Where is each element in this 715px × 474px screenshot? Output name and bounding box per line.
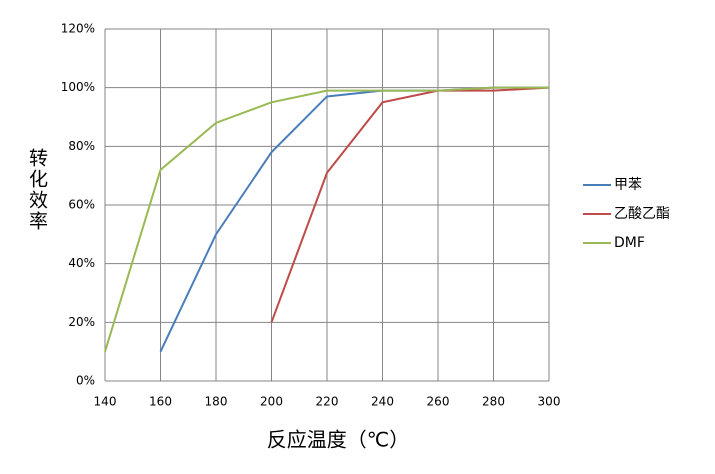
x-tick-label: 180 — [205, 395, 228, 409]
x-tick-label: 200 — [260, 395, 283, 409]
x-tick-label: 280 — [482, 395, 505, 409]
x-axis-label: 反应温度（℃） — [267, 428, 409, 452]
legend-label: 乙酸乙酯 — [614, 206, 670, 222]
y-tick-label: 0% — [76, 374, 95, 388]
y-tick-label: 60% — [68, 198, 95, 212]
y-tick-label: 80% — [68, 139, 95, 153]
x-tick-label: 140 — [94, 395, 117, 409]
y-tick-label: 120% — [61, 22, 95, 36]
x-tick-label: 260 — [427, 395, 450, 409]
legend-label: DMF — [614, 235, 645, 251]
x-tick-label: 300 — [538, 395, 561, 409]
y-tick-label: 100% — [61, 80, 95, 94]
x-tick-label: 220 — [316, 395, 339, 409]
series-line — [270, 86, 550, 323]
y-tick-label: 20% — [68, 315, 95, 329]
series-line — [104, 86, 549, 352]
x-tick-label: 240 — [371, 395, 394, 409]
x-tick-label: 160 — [149, 395, 172, 409]
y-axis-label: 转化效率 — [26, 148, 48, 232]
y-tick-label: 40% — [68, 256, 95, 270]
series-line — [159, 86, 549, 353]
legend-label: 甲苯 — [614, 176, 642, 193]
